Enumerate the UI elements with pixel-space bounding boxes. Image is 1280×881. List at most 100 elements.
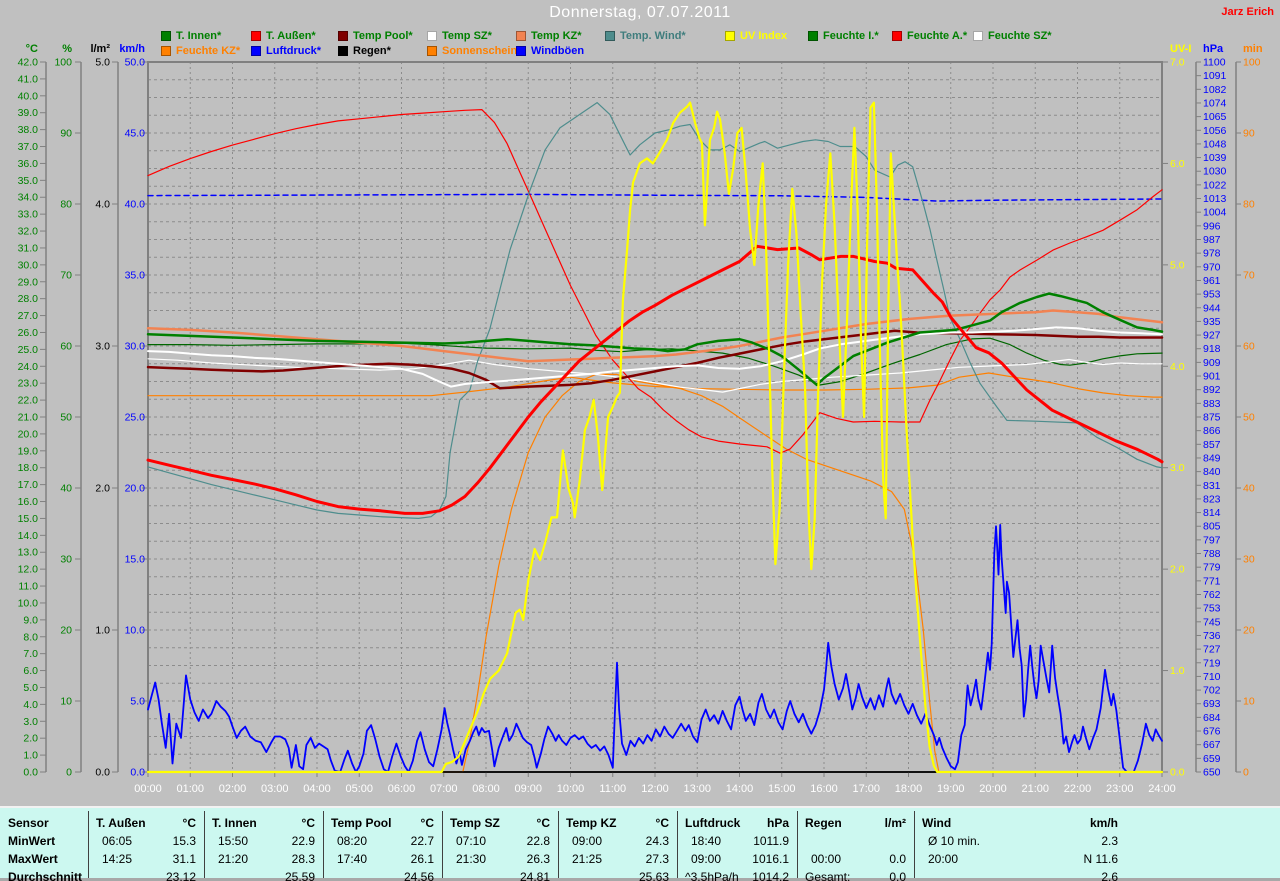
- table-col-unit: hPa: [766, 816, 789, 830]
- axis-label-hpa: 667: [1203, 739, 1221, 751]
- axis-label-min: 40: [1243, 483, 1255, 495]
- legend-item: UV Index: [725, 30, 787, 42]
- table-avg-value: 25.63: [638, 870, 669, 881]
- axis-label-hpa: 1074: [1203, 97, 1227, 109]
- axis-label-c: 3.0: [23, 716, 38, 728]
- x-label: 13:00: [683, 783, 711, 795]
- table-max-time: 21:25: [572, 852, 603, 866]
- axis-label-min: 50: [1243, 412, 1255, 424]
- table-avg-value: 23.12: [165, 870, 196, 881]
- axis-label-hpa: 1030: [1203, 166, 1227, 178]
- legend-item: Temp Pool*: [338, 30, 413, 42]
- x-label: 19:00: [937, 783, 965, 795]
- table-min-value: 22.9: [291, 834, 315, 848]
- axis-label-hpa: 719: [1203, 657, 1221, 669]
- axis-header-kmh: km/h: [119, 43, 145, 55]
- axis-label-c: 31.0: [18, 242, 39, 254]
- axis-label-c: 29.0: [18, 276, 39, 288]
- axis-label-c: 4.0: [23, 699, 38, 711]
- axis-label-pct: 100: [54, 57, 72, 69]
- axis-label-hpa: 978: [1203, 248, 1221, 260]
- axis-label-hpa: 901: [1203, 371, 1221, 383]
- stats-table: Sensor MinWert MaxWert Durchschnitt T. Außen…: [0, 806, 1280, 881]
- series-sonnenschein: [147, 373, 1163, 773]
- legend-label: Sonnenschein: [442, 45, 518, 57]
- x-label: 04:00: [303, 783, 331, 795]
- table-min-time: 09:00: [572, 834, 603, 848]
- table-col-sensor: T. Innen: [212, 816, 257, 830]
- legend-swatch-icon: [251, 46, 261, 56]
- axis-header-min: min: [1243, 43, 1263, 55]
- table-max-value: 1016.1: [752, 852, 789, 866]
- axis-label-min: 60: [1243, 341, 1255, 353]
- page-title: Donnerstag, 07.07.2011: [549, 4, 731, 21]
- table-max-time: 00:00: [811, 852, 842, 866]
- table-row-label: MaxWert: [8, 852, 58, 866]
- table-row-label: Sensor: [8, 816, 49, 830]
- axis-label-pct: 90: [60, 128, 72, 140]
- table-min-time: 08:20: [337, 834, 368, 848]
- table-divider: [442, 811, 443, 878]
- axis-label-uv: 3.0: [1170, 462, 1185, 474]
- axis-label-c: 20.0: [18, 428, 39, 440]
- axis-label-uv: 5.0: [1170, 259, 1185, 271]
- axis-label-c: 35.0: [18, 175, 39, 187]
- axis-label-hpa: 1022: [1203, 179, 1227, 191]
- axis-label-hpa: 840: [1203, 466, 1221, 478]
- axis-label-hpa: 823: [1203, 493, 1221, 505]
- axis-label-hpa: 693: [1203, 698, 1221, 710]
- legend-label: Feuchte KZ*: [176, 45, 241, 57]
- axis-label-hpa: 1048: [1203, 138, 1227, 150]
- axis-label-lm2: 3.0: [95, 341, 110, 353]
- axis-label-c: 33.0: [18, 209, 39, 221]
- axis-label-pct: 10: [60, 696, 72, 708]
- axis-label-hpa: 788: [1203, 548, 1221, 560]
- axis-label-lm2: 5.0: [95, 57, 110, 69]
- table-max-time: 21:30: [456, 852, 487, 866]
- legend-item: T. Innen*: [161, 30, 221, 42]
- legend-label: UV Index: [740, 30, 788, 42]
- axis-label-min: 30: [1243, 554, 1255, 566]
- axis-label-c: 7.0: [23, 648, 38, 660]
- axis-label-hpa: 996: [1203, 220, 1221, 232]
- axis-label-c: 34.0: [18, 192, 39, 204]
- axis-label-hpa: 987: [1203, 234, 1221, 246]
- table-col-unit: °C: [655, 816, 669, 830]
- series-uv_index: [146, 101, 1164, 774]
- axis-label-hpa: 1039: [1203, 152, 1227, 164]
- legend-item: T. Außen*: [251, 30, 316, 42]
- legend-swatch-icon: [338, 31, 348, 41]
- legend-swatch-icon: [251, 31, 261, 41]
- legend-label: T. Innen*: [176, 30, 222, 42]
- table-avg-value: 0.0: [889, 870, 906, 881]
- axis-label-c: 2.0: [23, 733, 38, 745]
- legend-label: Temp SZ*: [442, 30, 492, 42]
- axis-label-hpa: 797: [1203, 534, 1221, 546]
- axis-header-uv: UV-I: [1170, 43, 1191, 55]
- axis-label-uv: 4.0: [1170, 361, 1185, 373]
- axis-label-hpa: 702: [1203, 685, 1221, 697]
- table-min-time: 18:40: [691, 834, 722, 848]
- axis-label-c: 28.0: [18, 293, 39, 305]
- table-col-unit: °C: [536, 816, 550, 830]
- x-label: 20:00: [979, 783, 1007, 795]
- axis-label-hpa: 892: [1203, 384, 1221, 396]
- axis-label-hpa: 727: [1203, 644, 1221, 656]
- axis-label-uv: 6.0: [1170, 158, 1185, 170]
- table-avg-value: 2.6: [1101, 870, 1118, 881]
- axis-label-c: 8.0: [23, 631, 38, 643]
- table-max-value: 28.3: [291, 852, 315, 866]
- x-label: 09:00: [514, 783, 542, 795]
- axis-label-hpa: 1100: [1203, 57, 1226, 69]
- legend-label: Feuchte SZ*: [988, 30, 1052, 42]
- table-min-value: 1011.9: [753, 834, 789, 848]
- axis-label-pct: 60: [60, 341, 72, 353]
- axis-label-hpa: 684: [1203, 712, 1221, 724]
- axis-label-c: 16.0: [18, 496, 39, 508]
- axis-label-lm2: 2.0: [95, 483, 110, 495]
- axis-label-c: 32.0: [18, 226, 39, 238]
- x-label: 03:00: [261, 783, 289, 795]
- table-col-unit: l/m²: [884, 816, 906, 830]
- axis-label-hpa: 779: [1203, 562, 1221, 574]
